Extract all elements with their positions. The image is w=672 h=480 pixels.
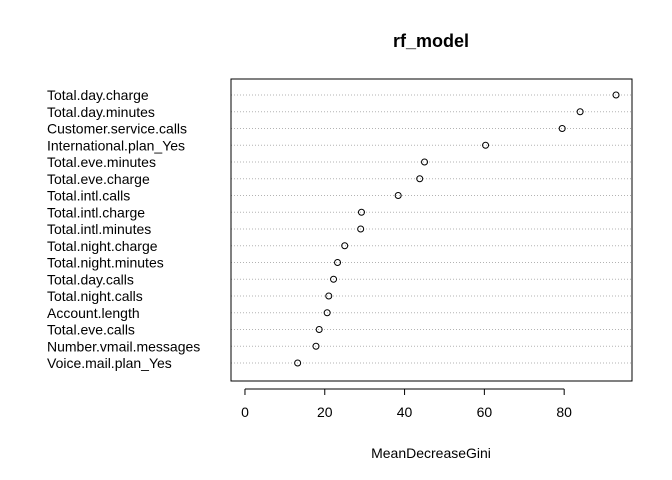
variable-label: International.plan_Yes xyxy=(47,137,185,153)
x-axis-label: MeanDecreaseGini xyxy=(371,445,491,461)
data-point xyxy=(334,259,342,266)
x-tick-label: 60 xyxy=(477,404,493,420)
data-point xyxy=(315,326,323,333)
data-point xyxy=(421,158,429,166)
variable-label: Total.night.calls xyxy=(47,288,143,304)
data-point xyxy=(312,342,320,350)
plot-border xyxy=(230,78,633,382)
x-axis: 0 20 40 60 80 xyxy=(241,388,572,420)
variable-label: Total.night.charge xyxy=(47,238,158,254)
variable-label: Account.length xyxy=(47,305,140,321)
variable-label: Total.night.minutes xyxy=(47,255,164,271)
data-point xyxy=(357,225,365,233)
data-point xyxy=(558,125,566,132)
variable-label: Total.eve.minutes xyxy=(47,154,156,170)
variable-label: Total.eve.charge xyxy=(47,171,150,187)
x-tick-label: 0 xyxy=(241,404,249,420)
variable-label: Total.day.minutes xyxy=(47,104,155,120)
grid-lines xyxy=(231,94,632,364)
x-tick-label: 20 xyxy=(317,404,333,420)
data-point xyxy=(341,242,349,250)
x-tick-label: 40 xyxy=(397,404,413,420)
chart-title: rf_model xyxy=(393,31,469,51)
variable-labels: Total.day.chargeTotal.day.minutesCustome… xyxy=(47,87,200,371)
variable-label: Total.intl.calls xyxy=(47,188,130,204)
data-point xyxy=(330,275,338,283)
data-point xyxy=(482,141,490,149)
variable-label: Total.intl.charge xyxy=(47,204,145,220)
variable-label: Voice.mail.plan_Yes xyxy=(47,355,172,371)
data-point xyxy=(294,359,302,367)
variable-label: Total.eve.calls xyxy=(47,322,135,338)
data-point xyxy=(612,91,620,99)
variable-label: Total.day.calls xyxy=(47,271,134,287)
variable-label: Customer.service.calls xyxy=(47,121,187,137)
data-point xyxy=(357,208,365,216)
data-point xyxy=(416,175,424,183)
data-point xyxy=(323,309,331,317)
data-point xyxy=(394,192,402,199)
variable-label: Total.intl.minutes xyxy=(47,221,151,237)
data-point xyxy=(576,108,584,116)
x-tick-label: 80 xyxy=(556,404,572,420)
data-points xyxy=(294,91,620,367)
data-point xyxy=(325,292,333,300)
variable-label: Number.vmail.messages xyxy=(47,338,200,354)
variable-label: Total.day.charge xyxy=(47,87,149,103)
